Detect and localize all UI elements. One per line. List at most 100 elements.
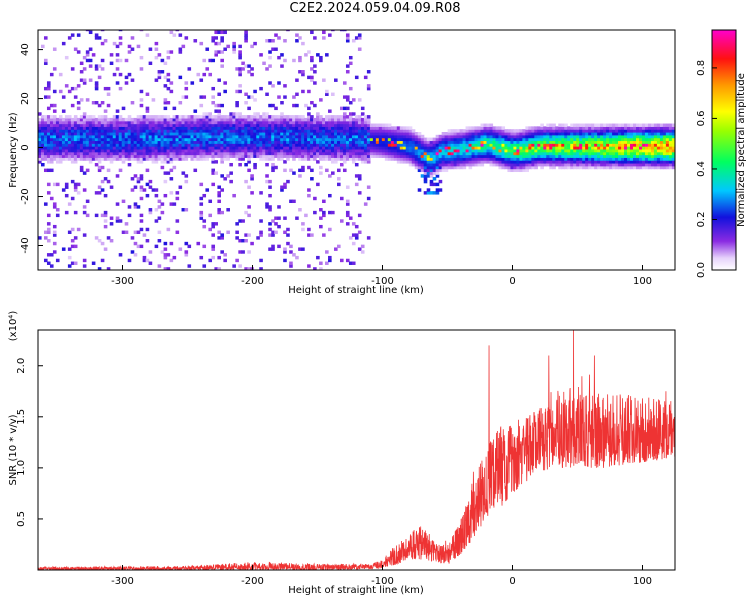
spectrogram-cell bbox=[187, 134, 192, 139]
spectrogram-cell bbox=[411, 129, 416, 133]
spectrogram-cell bbox=[226, 137, 230, 142]
spectrogram-cell bbox=[58, 148, 63, 153]
spectrogram-cell bbox=[64, 117, 69, 122]
spectrogram-cell bbox=[337, 140, 341, 144]
spectrogram-cell bbox=[76, 117, 81, 122]
spectrogram-cell bbox=[450, 157, 455, 161]
spectrogram-cell bbox=[319, 134, 323, 139]
spectrogram-cell bbox=[118, 126, 123, 130]
spectrogram-cell bbox=[208, 123, 213, 127]
spectrogram-cell bbox=[46, 132, 51, 136]
spectrogram-cell bbox=[55, 148, 60, 153]
spectrogram-cell bbox=[274, 132, 278, 136]
spectrogram-cell bbox=[621, 143, 625, 147]
spectrogram-cell bbox=[217, 255, 221, 260]
spectrogram-cell bbox=[325, 132, 329, 136]
spectrogram-cell bbox=[247, 129, 251, 133]
spectrogram-cell bbox=[64, 115, 69, 119]
spectrogram-cell bbox=[226, 44, 230, 49]
spectrogram-cell bbox=[552, 129, 556, 133]
spectrogram-cell bbox=[641, 129, 646, 133]
spectrogram-cell bbox=[301, 143, 305, 147]
spectrogram-cell bbox=[396, 140, 401, 144]
spectrogram-cell bbox=[178, 47, 183, 51]
spectrogram-cell bbox=[295, 129, 299, 133]
spectrogram-cell bbox=[235, 146, 239, 150]
spectrogram-cell bbox=[208, 143, 213, 147]
spectrogram-cell bbox=[271, 47, 275, 51]
spectrogram-cell bbox=[636, 129, 640, 133]
spectrogram-cell bbox=[169, 177, 174, 181]
spectrogram-cell bbox=[378, 132, 383, 136]
spectrogram-cell bbox=[172, 202, 177, 206]
spectrogram-cell bbox=[339, 30, 344, 32]
spectrogram-cell bbox=[561, 148, 565, 153]
spectrogram-cell bbox=[474, 137, 479, 142]
spectrogram-cell bbox=[232, 112, 236, 116]
spectrogram-cell bbox=[319, 55, 323, 60]
spectrogram-cell bbox=[375, 126, 380, 130]
spectrogram-cell bbox=[390, 154, 395, 158]
spectrogram-cell bbox=[363, 134, 368, 139]
spectrogram-cell bbox=[459, 165, 464, 170]
spectrogram-cell bbox=[139, 160, 144, 164]
spectrogram-cell bbox=[157, 53, 162, 57]
spectrogram-cell bbox=[564, 134, 568, 139]
spectrogram-cell bbox=[163, 134, 168, 139]
spectrogram-cell bbox=[453, 157, 458, 161]
spectrogram-cell bbox=[483, 140, 488, 144]
spectrogram-cell bbox=[375, 129, 380, 133]
spectrogram-cell bbox=[292, 95, 296, 99]
spectrogram-cell bbox=[217, 117, 221, 122]
spectrogram-cell bbox=[283, 168, 287, 173]
spectrogram-cell bbox=[100, 151, 105, 156]
spectrogram-cell bbox=[325, 53, 329, 57]
spectrogram-cell bbox=[64, 148, 69, 153]
spectrogram-cell bbox=[474, 162, 479, 167]
spectrogram-cell bbox=[414, 140, 419, 144]
spectrogram-cell bbox=[274, 222, 278, 226]
spectrogram-cell bbox=[647, 134, 652, 139]
spectrogram-cell bbox=[295, 146, 299, 150]
spectrogram-cell bbox=[444, 162, 449, 167]
spectrogram-cell bbox=[468, 162, 473, 167]
spectrogram-cell bbox=[477, 132, 482, 136]
spectrogram-cell bbox=[420, 160, 425, 164]
spectrogram-cell bbox=[432, 168, 437, 173]
spectrogram-cell bbox=[594, 132, 598, 136]
spectrogram-cell bbox=[483, 154, 488, 158]
spectrogram-cell bbox=[438, 168, 443, 173]
spectrogram-cell bbox=[115, 123, 120, 127]
spectrogram-cell bbox=[615, 137, 619, 142]
spectrogram-cell bbox=[184, 174, 189, 178]
spectrogram-cell bbox=[480, 129, 485, 133]
spectrogram-cell bbox=[103, 123, 108, 127]
spectrogram-cell bbox=[582, 165, 586, 170]
spectrogram-cell bbox=[313, 70, 317, 74]
spectrogram-cell bbox=[262, 157, 266, 161]
spectrogram-cell bbox=[139, 129, 144, 133]
spectrogram-cell bbox=[360, 137, 365, 142]
spectrogram-cell bbox=[450, 143, 455, 147]
spectrogram-cell bbox=[555, 148, 559, 153]
spectrogram-cell bbox=[226, 129, 230, 133]
spectrogram-cell bbox=[334, 117, 338, 122]
spectrogram-cell bbox=[384, 154, 389, 158]
spectrogram-cell bbox=[130, 143, 135, 147]
spectrogram-cell bbox=[166, 148, 171, 153]
spectrogram-cell bbox=[402, 151, 407, 156]
spectrogram-cell bbox=[262, 61, 266, 66]
spectrogram-cell bbox=[337, 146, 341, 150]
spectrogram-cell bbox=[561, 134, 565, 139]
spectrogram-cell bbox=[615, 146, 619, 150]
spectrogram-cell bbox=[510, 143, 515, 147]
spectrogram-cell bbox=[133, 132, 138, 136]
spectrogram-cell bbox=[298, 137, 302, 142]
spectrogram-cell bbox=[241, 146, 245, 150]
spectrogram-cell bbox=[259, 123, 263, 127]
spectrogram-cell bbox=[178, 146, 183, 150]
spectrogram-cell bbox=[223, 151, 227, 156]
spectrogram-cell bbox=[154, 148, 159, 153]
spectrogram-cell bbox=[154, 154, 159, 158]
spectrogram-cell bbox=[558, 123, 562, 127]
